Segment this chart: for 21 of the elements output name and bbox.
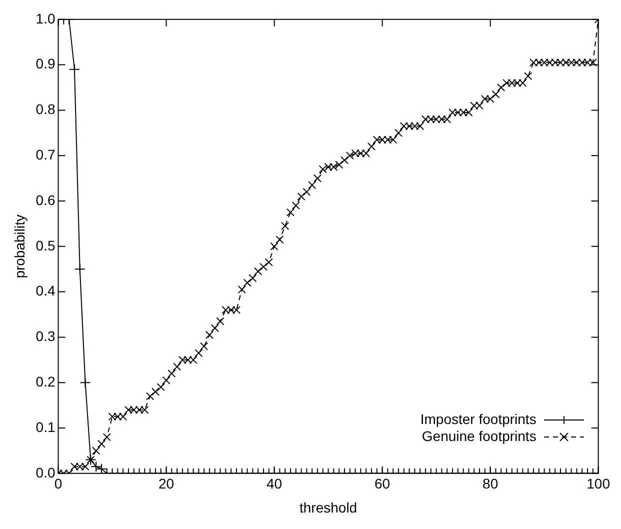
y-tick-label: 0.4 <box>36 282 56 299</box>
y-tick-label: 0.9 <box>36 56 56 72</box>
x-axis-title: threshold <box>299 499 358 516</box>
legend-label: Imposter footprints <box>420 411 536 428</box>
y-tick-label: 1.0 <box>36 10 56 26</box>
x-tick-label: 80 <box>482 476 498 492</box>
x-tick-label: 100 <box>586 476 610 492</box>
x-tick-label: 60 <box>374 476 390 492</box>
y-tick-label: 0.8 <box>36 101 56 118</box>
x-tick-label: 20 <box>158 476 174 492</box>
legend-label: Genuine footprints <box>422 428 536 446</box>
x-tick-label: 40 <box>266 476 282 492</box>
y-tick-label: 0.0 <box>36 464 56 480</box>
y-tick-label: 0.6 <box>36 192 56 208</box>
y-tick-label: 0.2 <box>36 373 56 390</box>
y-tick-label: 0.7 <box>36 146 56 162</box>
y-tick-label: 0.3 <box>36 328 56 344</box>
x-tick-label: 0 <box>54 476 62 492</box>
y-axis-title: probability <box>11 214 28 278</box>
y-tick-label: 0.5 <box>36 237 56 254</box>
y-tick-label: 0.1 <box>36 418 56 435</box>
